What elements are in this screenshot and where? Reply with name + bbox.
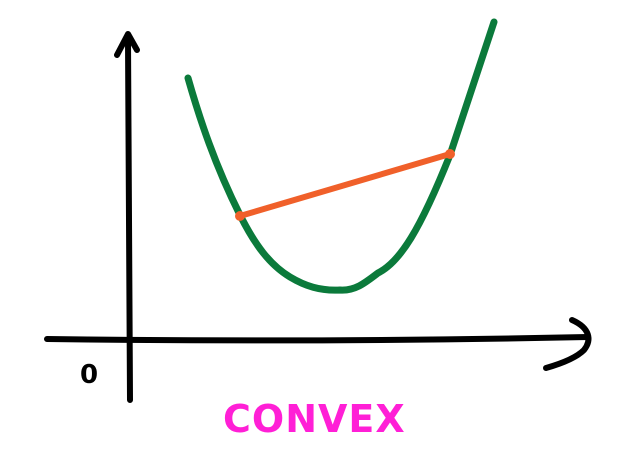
y-axis-arrow-icon [114,31,140,58]
chord-line [237,151,453,219]
chord-right-point [445,149,455,159]
convex-curve [184,18,498,294]
chord-left-point [235,211,245,221]
x-axis [44,317,592,371]
x-axis-arrow-icon [543,317,592,371]
x-axis-line [44,334,591,344]
caption: CONVEX [223,397,406,441]
chord [235,149,455,221]
origin-label: 0 [80,360,98,390]
y-axis [114,31,140,403]
y-axis-line [125,37,133,403]
